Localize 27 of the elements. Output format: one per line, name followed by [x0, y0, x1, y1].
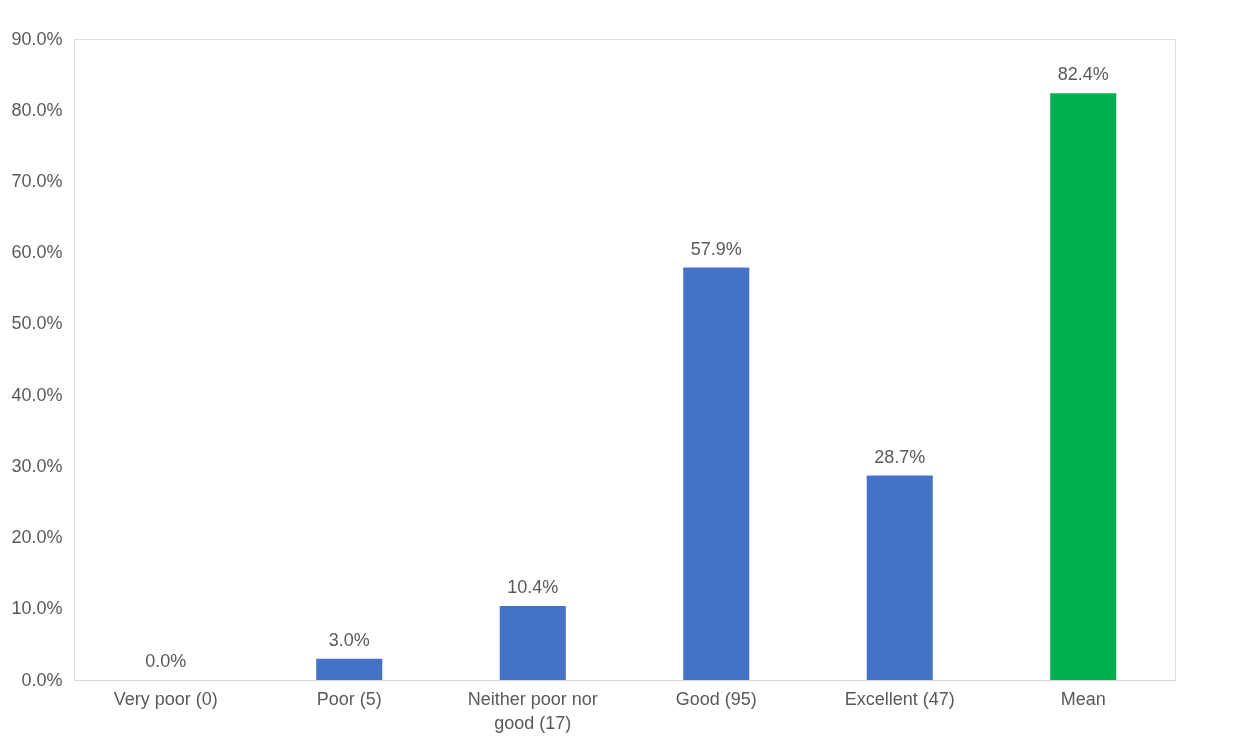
y-tick-label: 10.0%	[11, 598, 63, 619]
x-tick-label: Mean	[1060, 688, 1106, 709]
data-label: 3.0%	[328, 629, 370, 650]
y-tick-label: 30.0%	[11, 455, 63, 476]
x-tick-label: Neither poor nor good (17)	[467, 688, 598, 733]
bar	[866, 475, 933, 680]
y-tick-label: 60.0%	[11, 242, 63, 263]
y-tick-label: 0.0%	[21, 669, 63, 690]
data-label: 0.0%	[145, 651, 187, 671]
data-label: 28.7%	[874, 446, 926, 467]
bar	[1050, 93, 1117, 680]
y-tick-label: 20.0%	[11, 527, 63, 548]
data-label: 57.9%	[690, 238, 742, 259]
bar	[683, 267, 750, 680]
y-tick-label: 40.0%	[11, 384, 63, 405]
bar	[316, 658, 383, 680]
y-tick-label: 70.0%	[11, 170, 63, 191]
x-tick-label: Good (95)	[675, 688, 757, 709]
y-tick-label: 50.0%	[11, 313, 63, 334]
y-tick-label: 90.0%	[11, 28, 63, 49]
bar	[499, 605, 566, 680]
x-tick-label: Excellent (47)	[844, 688, 955, 709]
data-label: 10.4%	[507, 576, 559, 597]
x-tick-label: Poor (5)	[316, 688, 382, 709]
data-label: 82.4%	[1057, 64, 1109, 85]
x-tick-label: Very poor (0)	[113, 688, 218, 709]
y-tick-label: 80.0%	[11, 99, 63, 120]
